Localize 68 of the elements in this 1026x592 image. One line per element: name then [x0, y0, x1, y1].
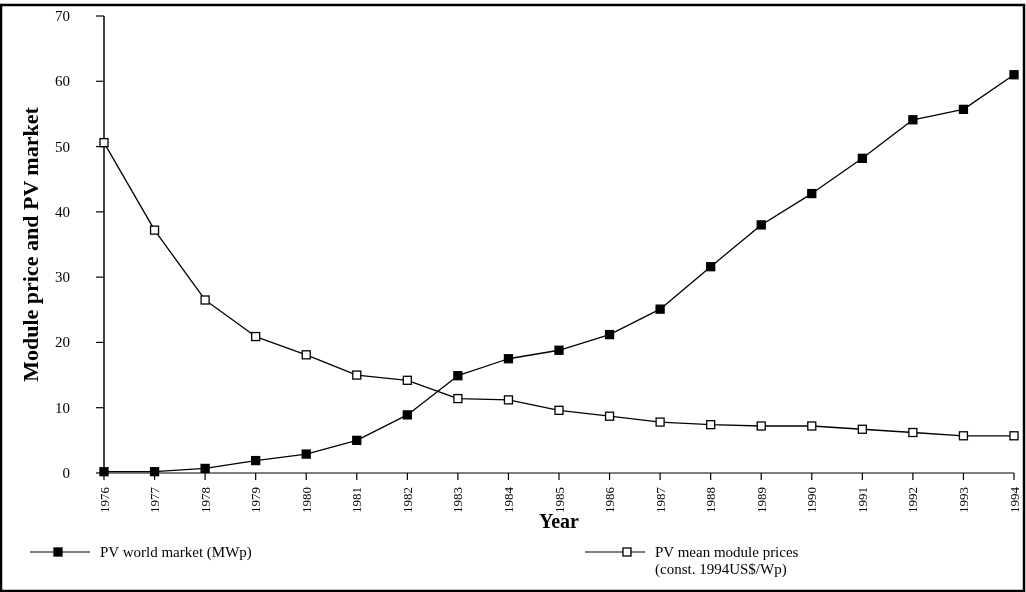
y-tick-label: 30: [55, 269, 70, 286]
point: [200, 295, 210, 305]
x-tick-label: 1978: [197, 487, 213, 513]
point: [200, 463, 210, 474]
point: [554, 345, 564, 355]
y-tick-label: 50: [55, 138, 70, 155]
point: [655, 304, 665, 314]
point: [352, 370, 362, 380]
point: [402, 410, 412, 420]
point: [857, 153, 867, 163]
point: [503, 354, 514, 364]
point: [604, 411, 615, 421]
point: [402, 375, 412, 385]
x-tick-label: 1984: [500, 486, 516, 513]
point: [99, 138, 109, 148]
x-tick-label: 1983: [450, 487, 466, 513]
y-tick-label: 70: [55, 8, 70, 24]
point: [604, 329, 615, 340]
point: [908, 115, 918, 125]
x-tick-label: 1986: [602, 486, 618, 513]
x-tick-label: 1982: [399, 487, 415, 513]
point: [301, 350, 311, 360]
point: [1009, 70, 1019, 80]
point: [99, 467, 109, 477]
point: [655, 417, 665, 427]
point: [453, 371, 463, 381]
point: [908, 427, 918, 438]
y-tick-label: 60: [55, 73, 70, 90]
point: [554, 405, 564, 415]
point: [756, 220, 766, 230]
point: [706, 262, 716, 272]
x-tick-label: 1988: [703, 487, 719, 513]
point: [807, 421, 817, 431]
x-tick-label: 1985: [551, 487, 567, 513]
point: [503, 395, 514, 405]
point: [958, 104, 969, 115]
x-tick-label: 1981: [349, 487, 365, 513]
point: [756, 421, 766, 431]
point: [149, 225, 160, 235]
point: [706, 420, 716, 430]
point: [301, 449, 311, 459]
point: [958, 431, 969, 441]
x-tick-label: 1993: [955, 487, 971, 513]
x-tick-label: 1987: [652, 486, 668, 513]
point: [251, 455, 261, 466]
y-tick-label: 20: [55, 334, 70, 351]
point: [857, 424, 867, 434]
point: [251, 331, 261, 342]
y-tick-label: 0: [62, 465, 70, 481]
x-tick-label: 1977: [147, 486, 163, 513]
x-tick-label: 1991: [854, 487, 870, 513]
y-tick-label: 40: [55, 203, 70, 220]
x-tick-label: 1976: [96, 486, 112, 513]
point: [352, 435, 362, 446]
x-tick-label: 1994: [1006, 486, 1022, 513]
x-tick-label: 1980: [298, 487, 314, 513]
x-tick-label: 1979: [248, 487, 264, 513]
point: [453, 393, 463, 404]
x-tick-label: 1990: [804, 487, 820, 513]
y-tick-label: 10: [55, 399, 70, 416]
point: [1009, 431, 1019, 441]
point: [149, 467, 160, 477]
legend-label: PV world market (MWp): [100, 544, 252, 561]
x-tick-label: 1992: [905, 487, 921, 513]
x-tick-label: 1989: [753, 487, 769, 513]
point: [807, 188, 817, 199]
y-axis-title: Module price and PV market: [17, 106, 43, 382]
legend-label: PV mean module prices (const. 1994US$/Wp): [655, 544, 799, 578]
